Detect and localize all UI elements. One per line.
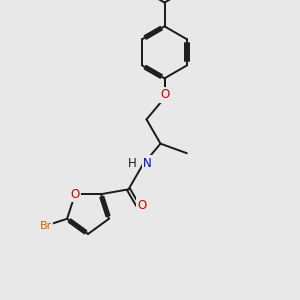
Text: N: N <box>143 157 152 169</box>
Text: O: O <box>160 88 169 101</box>
Text: H: H <box>128 157 137 169</box>
Text: O: O <box>70 188 80 201</box>
Text: O: O <box>137 199 146 212</box>
Text: Br: Br <box>40 220 52 231</box>
